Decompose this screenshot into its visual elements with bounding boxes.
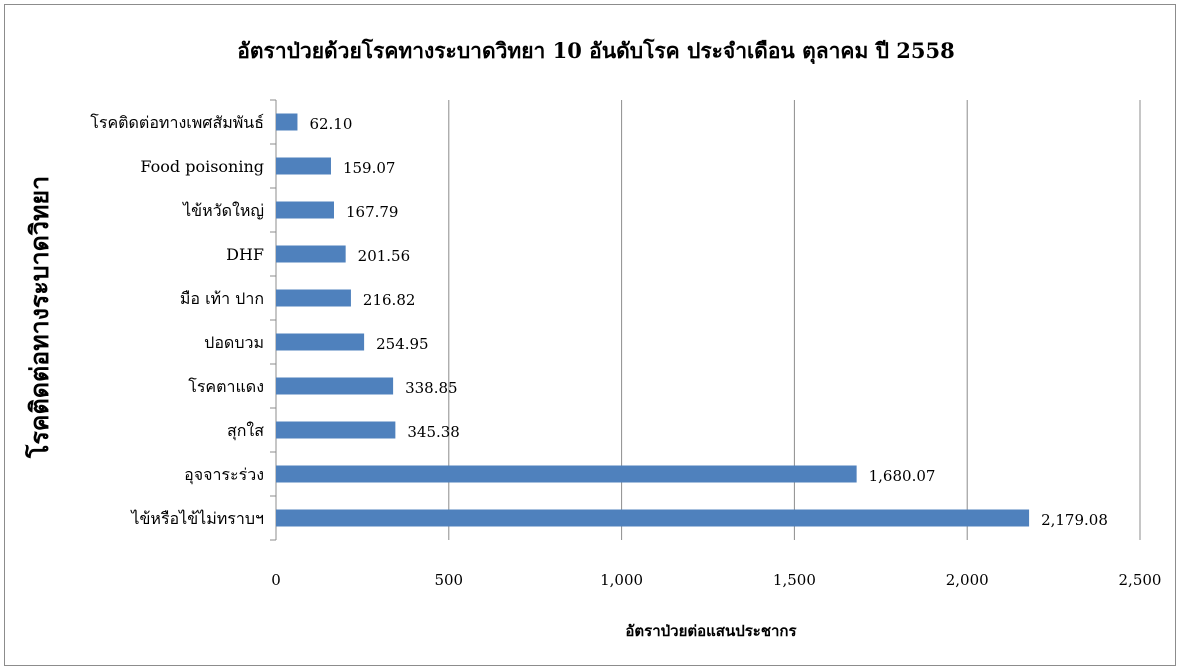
category-label: มือ เท้า ปาก	[180, 289, 264, 308]
category-label: DHF	[226, 245, 264, 264]
data-label: 216.82	[363, 291, 416, 309]
y-axis-title: โรคติดต่อทางระบาดวิทยา	[24, 176, 54, 459]
category-label: อุจจาระร่วง	[184, 465, 264, 485]
data-label: 2,179.08	[1041, 511, 1108, 529]
chart-title: อัตราป่วยด้วยโรคทางระบาดวิทยา 10 อันดับโ…	[237, 38, 954, 65]
bar	[276, 113, 298, 131]
x-tick-label: 1,000	[600, 571, 643, 589]
bar	[276, 245, 346, 263]
data-label: 62.10	[309, 115, 352, 133]
category-label: สุกใส	[227, 421, 264, 441]
bar	[276, 377, 394, 395]
bar	[276, 157, 331, 175]
category-label: ปอดบวม	[204, 333, 264, 352]
bar	[276, 333, 365, 351]
x-tick-label: 2,500	[1119, 571, 1162, 589]
x-axis-title: อัตราป่วยต่อแสนประชากร	[625, 622, 797, 640]
category-labels: โรคติดต่อทางเพศสัมพันธ์ Food poisoning ไข้…	[90, 113, 264, 528]
value-labels: 62.10 159.07 167.79 201.56 216.82 254.95 338.8…	[309, 115, 1107, 529]
chart-frame	[4, 4, 1176, 666]
bar	[276, 509, 1030, 527]
x-tick-label: 500	[434, 571, 463, 589]
x-tick-label: 2,000	[946, 571, 989, 589]
x-tick-label: 0	[271, 571, 281, 589]
x-tick-labels: 0 500 1,000 1,500 2,000 2,500	[271, 571, 1161, 589]
data-label: 338.85	[405, 379, 458, 397]
category-label: โรคตาแดง	[188, 377, 264, 396]
category-label: ไข้หวัดใหญ่	[181, 201, 264, 220]
x-tick-label: 1,500	[773, 571, 816, 589]
bars	[276, 113, 1030, 527]
data-label: 167.79	[346, 203, 399, 221]
category-label: ไข้หรือไข้ไม่ทราบฯ	[129, 509, 264, 528]
data-label: 1,680.07	[869, 467, 936, 485]
data-label: 254.95	[376, 335, 429, 353]
data-label: 201.56	[358, 247, 411, 265]
category-label: Food poisoning	[140, 157, 264, 176]
category-label: โรคติดต่อทางเพศสัมพันธ์	[90, 113, 264, 132]
data-label: 345.38	[407, 423, 460, 441]
bar	[276, 465, 857, 483]
bar	[276, 289, 351, 307]
bar	[276, 201, 334, 219]
bar	[276, 421, 396, 439]
data-label: 159.07	[343, 159, 396, 177]
